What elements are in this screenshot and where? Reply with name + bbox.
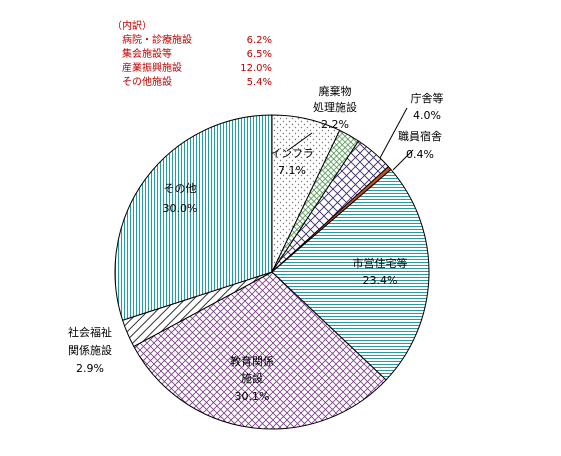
label-waste-name2: 処理施設 — [313, 100, 357, 114]
breakdown-item-pct: 6.5% — [246, 49, 272, 60]
label-shukusha-pct: 0.4% — [406, 148, 434, 161]
pie-slices — [114, 114, 430, 430]
label-waste-pct: 2.2% — [321, 118, 349, 131]
label-other-name: その他 — [164, 182, 197, 195]
breakdown-item-pct: 5.4% — [246, 77, 272, 88]
label-infra-pct: 7.1% — [278, 164, 306, 177]
label-kyoiku-name1: 教育関係 — [230, 354, 274, 368]
pie-slice — [271, 168, 430, 381]
pie-slice — [133, 271, 387, 430]
leader-line-shukusha — [392, 149, 414, 171]
breakdown-legend: （内訳） 病院・診療施設 6.2% 集会施設等 6.5% 産業振興施設 12.0… — [112, 20, 272, 90]
breakdown-item-pct: 6.2% — [246, 35, 272, 46]
label-jutaku-pct: 23.4% — [363, 274, 398, 287]
leader-line-chosha — [379, 107, 408, 159]
pie-slice — [114, 114, 273, 321]
label-waste-name1: 廃棄物 — [319, 84, 352, 98]
label-kyoiku-name2: 施設 — [241, 371, 263, 385]
breakdown-row: 産業振興施設 12.0% — [112, 62, 272, 76]
label-fukushi-pct: 2.9% — [76, 362, 104, 375]
breakdown-row: 集会施設等 6.5% — [112, 48, 272, 62]
label-fukushi-name2: 関係施設 — [68, 343, 112, 357]
breakdown-row: 病院・診療施設 6.2% — [112, 34, 272, 48]
label-other-pct: 30.0% — [163, 202, 198, 215]
label-infra-name: インフラ — [270, 147, 314, 160]
breakdown-item-name: 病院・診療施設 — [122, 35, 192, 46]
label-kyoiku-pct: 30.1% — [235, 390, 270, 403]
label-jutaku-name: 市営住宅等 — [353, 256, 408, 270]
breakdown-title: （内訳） — [112, 21, 152, 32]
breakdown-item-name: その他施設 — [122, 77, 172, 88]
leader-line-waste — [286, 132, 313, 152]
breakdown-item-name: 集会施設等 — [122, 49, 172, 60]
label-chosha-name: 庁舎等 — [411, 91, 444, 105]
label-shukusha-name: 職員宿舎 — [398, 129, 442, 143]
label-chosha-pct: 4.0% — [413, 109, 441, 122]
breakdown-row: その他施設 5.4% — [112, 76, 272, 90]
breakdown-item-name: 産業振興施設 — [122, 63, 182, 74]
breakdown-item-pct: 12.0% — [240, 63, 272, 74]
label-fukushi-name1: 社会福祉 — [68, 325, 112, 339]
